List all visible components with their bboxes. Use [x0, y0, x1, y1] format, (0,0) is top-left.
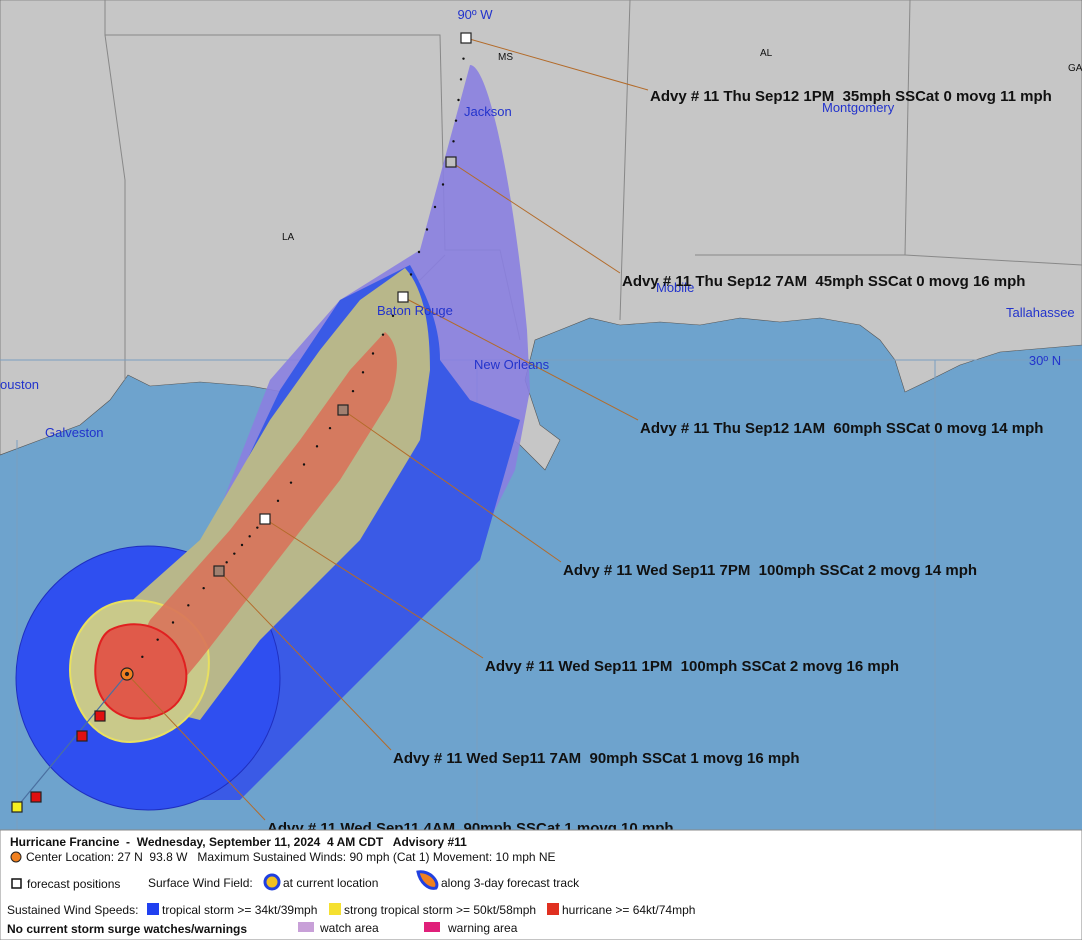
city-label: Galveston — [45, 425, 104, 440]
track-dot — [381, 333, 385, 336]
track-dot — [156, 638, 159, 641]
track-dots — [141, 57, 465, 659]
track-dot — [171, 621, 175, 624]
state-label: GA — [1068, 63, 1082, 74]
city-label: ouston — [0, 377, 39, 392]
legend-text: Sustained Wind Speeds: — [7, 903, 138, 917]
legend-text: tropical storm >= 34kt/39mph — [162, 903, 317, 917]
advisory-label: Advy # 11 Thu Sep12 1PM 35mph SSCat 0 mo… — [650, 88, 1052, 105]
city-label: Montgomery — [822, 100, 895, 115]
track-dot — [409, 273, 413, 276]
legend-text: Center Location: 27 N 93.8 W Maximum Sus… — [26, 850, 556, 864]
track-dot — [315, 445, 319, 448]
track-dot — [433, 205, 437, 209]
track-dot — [240, 543, 244, 547]
track-dot — [361, 371, 365, 374]
leaders — [126, 37, 649, 821]
track-dot — [248, 535, 251, 538]
state-label: MS — [498, 52, 513, 63]
track-dot — [459, 78, 463, 81]
legend-text: along 3-day forecast track — [441, 876, 580, 890]
city-label: Tallahassee — [1006, 305, 1075, 320]
advisory-label: Advy # 11 Wed Sep11 7PM 100mph SSCat 2 m… — [563, 562, 977, 579]
track-dot — [462, 57, 465, 60]
track-dot — [391, 314, 395, 318]
meridian-label: 90º W — [457, 7, 493, 22]
legend-text: at current location — [283, 876, 378, 890]
track-dot — [225, 561, 228, 564]
advisory-label: Advy # 11 Wed Sep11 1PM 100mph SSCat 2 m… — [485, 658, 899, 675]
land — [0, 0, 1082, 471]
advisory-label: Advy # 11 Wed Sep11 7AM 90mph SSCat 1 mo… — [393, 750, 800, 767]
track-dot — [371, 352, 375, 355]
city-label: Jackson — [464, 104, 512, 119]
forecast-points — [11, 32, 472, 813]
hu-track — [110, 332, 397, 720]
track-dot — [452, 140, 455, 143]
track-dot — [276, 499, 280, 503]
track-dot — [256, 526, 259, 529]
legend-text: hurricane >= 64kt/74mph — [562, 903, 695, 917]
state-label: AL — [760, 48, 773, 59]
track-dot — [457, 98, 460, 102]
legend-text: Surface Wind Field: — [148, 876, 253, 890]
advisory-label: Advy # 11 Thu Sep12 7AM 45mph SSCat 0 mo… — [622, 273, 1025, 290]
track-dot — [233, 552, 236, 555]
state-label: LA — [282, 232, 295, 243]
track-dot — [289, 481, 293, 484]
hu-current — [94, 623, 188, 720]
track-dot — [351, 389, 355, 393]
track-dot — [417, 250, 421, 254]
city-label: Baton Rouge — [377, 303, 453, 318]
legend-text: No current storm surge watches/warnings — [7, 922, 247, 936]
track-dot — [141, 655, 144, 659]
legend-text: warning area — [447, 921, 518, 935]
track-dot — [425, 228, 429, 231]
legend-text: forecast positions — [27, 877, 120, 891]
legend-text: strong tropical storm >= 50kt/58mph — [344, 903, 536, 917]
track-dot — [454, 119, 458, 122]
track-dot — [187, 604, 190, 607]
legend-title: Hurricane Francine - Wednesday, Septembe… — [10, 835, 467, 849]
legend-text: watch area — [319, 921, 379, 935]
track-dot — [441, 183, 445, 186]
legend: Hurricane Francine - Wednesday, Septembe… — [0, 829, 1082, 941]
parallel-label: 30º N — [1029, 353, 1061, 368]
track-dot — [302, 463, 306, 466]
track-dot — [202, 586, 205, 590]
city-label: Mobile — [656, 280, 694, 295]
track-dot — [328, 426, 332, 430]
advisory-label: Advy # 11 Thu Sep12 1AM 60mph SSCat 0 mo… — [640, 420, 1043, 437]
city-label: New Orleans — [474, 357, 550, 372]
